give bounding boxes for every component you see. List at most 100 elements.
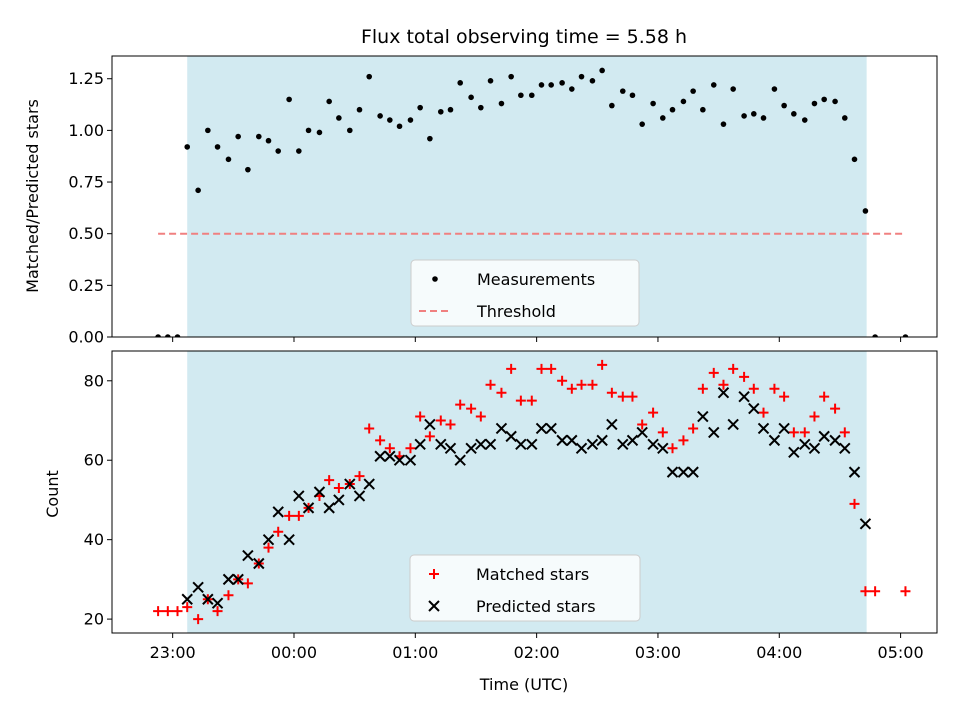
- matched-star-point: [617, 391, 628, 402]
- matched-star-point: [354, 471, 365, 482]
- matched-star-point: [637, 419, 648, 430]
- matched-star-point: [576, 379, 587, 390]
- measurement-point: [377, 113, 383, 119]
- measurement-point: [902, 334, 909, 337]
- measurement-point: [286, 96, 292, 103]
- measurement-point: [407, 117, 414, 123]
- measurement-point: [165, 334, 171, 337]
- matched-star-point: [506, 363, 517, 374]
- matched-star-point: [324, 475, 335, 486]
- y-tick-label: 0.00: [68, 328, 104, 347]
- bottom-panel: 20 40 60 80 23:00 00:00 01:00 02:00 03:00 04:00 05…: [43, 350, 938, 694]
- measurement-point: [548, 82, 554, 88]
- matched-star-point: [384, 443, 395, 454]
- predicted-star-point: [363, 478, 375, 490]
- predicted-star-point: [859, 518, 872, 530]
- matched-star-point: [769, 383, 780, 394]
- matched-star-point: [455, 399, 466, 410]
- predicted-star-point: [272, 506, 284, 518]
- predicted-star-point: [374, 450, 386, 462]
- predicted-star-point: [738, 390, 750, 403]
- measurement-point: [235, 133, 241, 140]
- measurement-point: [275, 148, 282, 154]
- predicted-star-point: [617, 438, 629, 451]
- legend-label: Predicted stars: [476, 597, 596, 616]
- measurement-point: [528, 92, 535, 99]
- y-tick-label: 20: [84, 610, 104, 629]
- predicted-star-point: [465, 442, 477, 455]
- predicted-star-point: [393, 454, 406, 466]
- predicted-star-point: [222, 573, 235, 586]
- predicted-star-point: [384, 450, 396, 462]
- bottom-plot-area: 20 40 60 80 23:00 00:00 01:00 02:00 03:00 04:00 05…: [84, 350, 938, 662]
- predicted-star-point: [677, 466, 690, 478]
- measurement-point: [589, 77, 596, 84]
- legend-label: Threshold: [476, 302, 556, 321]
- matched-star-point: [515, 395, 526, 406]
- predicted-star-point: [424, 418, 436, 431]
- measurement-point: [437, 108, 444, 115]
- measurement-point: [296, 148, 302, 154]
- predicted-star-point: [404, 454, 417, 466]
- predicted-star-point: [636, 426, 648, 439]
- measurement-point: [851, 156, 858, 163]
- measurement-point: [478, 104, 484, 111]
- x-tick-label: 05:00: [878, 643, 924, 662]
- measurement-point: [174, 334, 181, 337]
- predicted-star-point: [829, 434, 841, 447]
- predicted-star-point: [697, 410, 709, 423]
- measurement-point: [195, 187, 201, 194]
- matched-star-point: [748, 383, 759, 394]
- measurement-point: [356, 106, 363, 113]
- matched-star-point: [536, 363, 547, 374]
- predicted-star-point: [839, 442, 851, 455]
- y-tick-label: 0.75: [68, 173, 104, 192]
- matched-star-point: [697, 383, 708, 394]
- measurement-point: [791, 111, 797, 117]
- matched-star-point: [839, 427, 850, 438]
- predicted-star-point: [302, 502, 315, 514]
- matched-star-point: [648, 407, 659, 418]
- measurement-point: [801, 117, 808, 123]
- matched-star-point: [466, 403, 477, 414]
- matched-star-point: [333, 483, 344, 494]
- matched-star-point: [708, 367, 719, 378]
- matched-star-point: [718, 379, 729, 390]
- predicted-star-point: [526, 438, 538, 451]
- top-y-axis-label: Matched/Predicted stars: [23, 99, 42, 293]
- matched-star-point: [627, 391, 638, 402]
- matched-star-point: [728, 363, 739, 374]
- measurement-point: [660, 115, 666, 121]
- predicted-star-point: [353, 490, 366, 502]
- predicted-star-point: [454, 454, 466, 466]
- measurement-point: [760, 115, 767, 121]
- matched-star-point: [788, 427, 799, 438]
- predicted-star-point: [778, 422, 790, 435]
- matched-star-point: [364, 423, 375, 434]
- measurement-point: [417, 104, 423, 111]
- matched-star-point: [819, 391, 830, 402]
- predicted-star-point: [818, 430, 830, 443]
- measurement-point: [832, 98, 838, 105]
- matched-star-point: [172, 606, 183, 617]
- measurement-point: [427, 135, 433, 142]
- matched-star-point: [445, 419, 456, 430]
- predicted-star-point: [344, 478, 356, 490]
- measurement-point: [457, 80, 463, 86]
- legend-box: [409, 554, 641, 622]
- measurement-point: [569, 86, 575, 92]
- predicted-star-point: [687, 466, 699, 478]
- measurement-point: [619, 88, 626, 94]
- measurement-point: [578, 73, 585, 80]
- measurement-point: [690, 88, 696, 94]
- measurement-point: [487, 77, 494, 84]
- measurement-point: [256, 133, 262, 140]
- predicted-star-point: [242, 549, 254, 562]
- y-tick-label: 80: [84, 371, 104, 390]
- predicted-star-point: [727, 418, 739, 431]
- predicted-star-point: [657, 442, 669, 455]
- measurement-point: [680, 98, 687, 105]
- measurement-point: [862, 208, 869, 214]
- matched-star-point: [162, 606, 173, 617]
- predicted-star-point: [556, 434, 568, 447]
